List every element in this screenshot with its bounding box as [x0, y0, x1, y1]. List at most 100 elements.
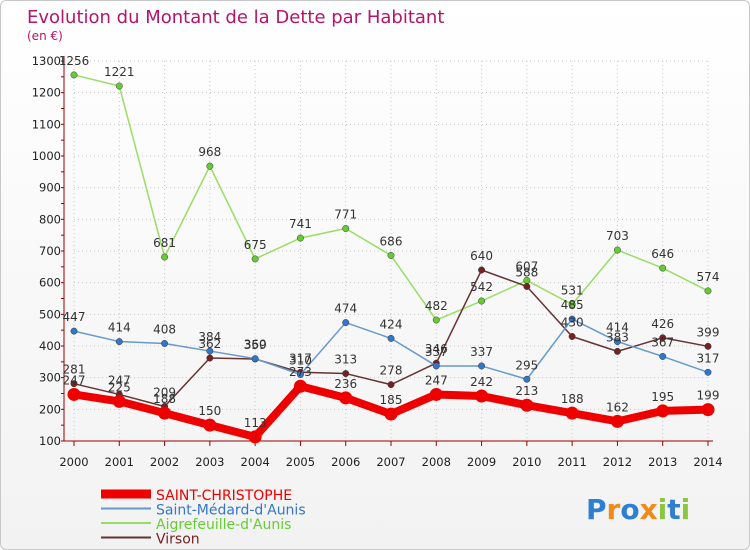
data-label: 281 [63, 363, 86, 377]
proxiti-logo: Proxiti [586, 493, 690, 526]
legend-label: Saint-Médard-d'Aunis [156, 503, 306, 519]
data-point [704, 368, 712, 376]
legend: SAINT-CHRISTOPHESaint-Médard-d'AunisAigr… [101, 488, 306, 548]
data-label: 317 [697, 351, 720, 365]
x-tick-label: 2007 [376, 455, 405, 469]
x-tick-label: 2002 [150, 455, 179, 469]
x-tick-label: 2011 [558, 455, 587, 469]
data-point [67, 387, 81, 401]
y-tick-label: 1000 [32, 149, 61, 163]
legend-label: Aigrefeuille-d'Aunis [156, 517, 291, 533]
data-label: 150 [198, 404, 221, 418]
data-label: 447 [63, 310, 86, 324]
legend-label: Virson [156, 532, 200, 548]
data-point [701, 403, 715, 417]
logo-letter: i [658, 493, 668, 526]
data-point [613, 338, 621, 346]
data-label: 686 [380, 234, 403, 248]
data-point [70, 380, 78, 388]
data-point [659, 334, 667, 342]
y-tick-label: 500 [39, 307, 61, 321]
data-label: 640 [470, 249, 493, 263]
data-point [568, 315, 576, 323]
data-point [520, 398, 534, 412]
y-tick-label: 700 [39, 244, 61, 258]
data-label: 242 [470, 375, 493, 389]
data-point [478, 266, 486, 274]
data-label: 317 [289, 351, 312, 365]
x-tick-label: 2001 [105, 455, 134, 469]
data-label: 607 [515, 259, 538, 273]
data-label: 646 [651, 247, 674, 261]
data-point [656, 404, 670, 418]
x-tick-label: 2010 [512, 455, 541, 469]
data-label: 195 [651, 390, 674, 404]
data-label: 295 [515, 358, 538, 372]
data-point [70, 327, 78, 335]
x-tick-label: 2004 [241, 455, 270, 469]
data-point [384, 407, 398, 421]
data-point [206, 354, 214, 362]
data-point [659, 264, 667, 272]
data-label: 346 [425, 342, 448, 356]
data-point [568, 301, 576, 308]
data-point [115, 82, 123, 90]
data-point [475, 389, 489, 403]
data-label: 485 [561, 298, 584, 312]
logo-text: Proxiti [586, 493, 690, 526]
data-point [704, 342, 712, 350]
data-point [296, 234, 304, 242]
data-label: 367 [651, 335, 674, 349]
logo-letter: t [667, 493, 680, 526]
data-label: 209 [153, 385, 176, 399]
data-label: 162 [606, 400, 629, 414]
data-point [161, 253, 169, 261]
data-point [296, 371, 304, 378]
series-lines [67, 71, 715, 444]
data-label: 408 [153, 322, 176, 336]
data-point [387, 381, 395, 389]
data-point [523, 375, 531, 383]
data-label: 741 [289, 217, 312, 231]
data-point [704, 287, 712, 295]
data-point [206, 162, 214, 170]
x-tick-label: 2014 [693, 455, 722, 469]
data-point [203, 418, 217, 432]
data-label: 360 [244, 338, 267, 352]
data-point [293, 379, 307, 393]
data-point [161, 340, 169, 347]
data-point [432, 316, 440, 324]
y-tick-label: 1300 [32, 54, 61, 68]
chart-subtitle: (en €) [27, 29, 63, 43]
x-tick-label: 2012 [603, 455, 632, 469]
data-point [251, 355, 259, 363]
data-label: 681 [153, 236, 176, 250]
data-point [387, 251, 395, 259]
y-tick-label: 100 [39, 434, 61, 448]
grid [73, 60, 709, 442]
data-label: 542 [470, 280, 493, 294]
data-point [478, 297, 486, 305]
data-label: 384 [198, 330, 221, 344]
data-label: 675 [244, 238, 267, 252]
data-label: 426 [651, 317, 674, 331]
data-label: 430 [561, 316, 584, 330]
data-label: 531 [561, 284, 584, 298]
chart-title: Evolution du Montant de la Dette par Hab… [27, 7, 444, 28]
data-label: 247 [108, 373, 131, 387]
logo-letter: r [607, 493, 621, 526]
data-point [206, 347, 214, 355]
data-point [610, 414, 624, 428]
data-point [478, 362, 486, 370]
data-label: 362 [198, 337, 221, 351]
data-label: 310 [289, 354, 312, 368]
data-label: 703 [606, 229, 629, 243]
y-tick-label: 300 [39, 371, 61, 385]
data-label: 337 [425, 345, 448, 359]
data-label: 247 [425, 373, 448, 387]
data-label: 313 [334, 353, 357, 367]
data-point [659, 353, 667, 360]
data-point [568, 333, 576, 340]
data-point [613, 347, 621, 355]
